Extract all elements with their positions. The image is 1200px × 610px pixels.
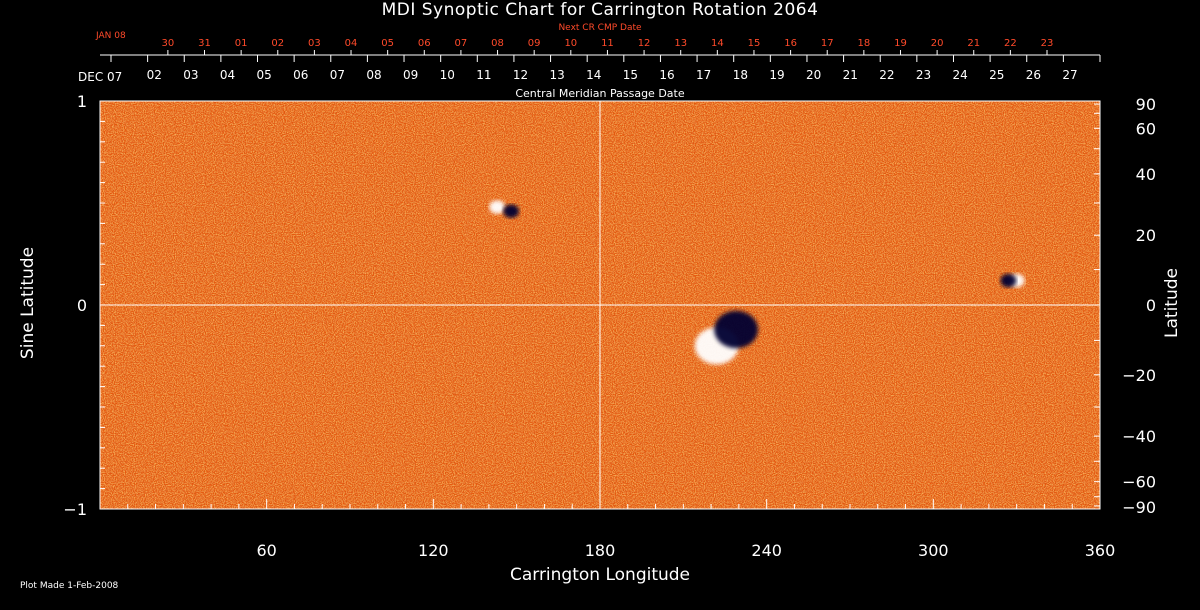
next-cr-date-label: 02 — [271, 38, 284, 49]
x-tick-label: 300 — [918, 541, 949, 560]
next-cr-date-label: 18 — [857, 38, 870, 49]
next-cr-date-label: 13 — [674, 38, 687, 49]
cmp-date-label: 27 — [1062, 68, 1077, 82]
cmp-date-label: 21 — [843, 68, 858, 82]
cmp-date-label: 05 — [256, 68, 271, 82]
next-cr-date-label: 23 — [1041, 38, 1054, 49]
cmp-date-label: 13 — [550, 68, 565, 82]
cmp-date-label: 18 — [733, 68, 748, 82]
next-cr-date-label: 19 — [894, 38, 907, 49]
lat-tick-label: 40 — [1136, 165, 1156, 184]
y-axis-label: Sine Latitude — [18, 246, 38, 360]
lat-tick-label: 60 — [1136, 119, 1156, 138]
next-cr-label: Next CR CMP Date — [558, 23, 642, 33]
cmp-date-label: 11 — [476, 68, 491, 82]
next-cr-date-label: 15 — [748, 38, 761, 49]
next-cr-date-label: 01 — [235, 38, 248, 49]
cmp-date-label: 08 — [366, 68, 381, 82]
y-tick-label: 0 — [77, 296, 87, 315]
next-cr-date-label: 09 — [528, 38, 541, 49]
cmp-date-label: 20 — [806, 68, 821, 82]
cmp-date-label: 03 — [183, 68, 198, 82]
axes: 60 120 180 240 300 36010−1906040200−20−40−60−… — [63, 38, 1156, 560]
next-cr-date-label: 12 — [638, 38, 651, 49]
next-cr-date-label: 21 — [967, 38, 980, 49]
next-cr-date-label: 06 — [418, 38, 431, 49]
next-cr-date-label: 05 — [381, 38, 394, 49]
plot-made-label: Plot Made 1-Feb-2008 — [20, 581, 119, 591]
cmp-date-label: 12 — [513, 68, 528, 82]
lat-tick-label: −60 — [1122, 473, 1156, 492]
top-axis-start-label: DEC 07 — [78, 70, 123, 84]
cmp-date-label: 16 — [659, 68, 674, 82]
cmp-date-label: 04 — [220, 68, 235, 82]
next-cr-date-label: 30 — [162, 38, 175, 49]
cmp-date-label: 14 — [586, 68, 601, 82]
active-region-negative — [1000, 273, 1017, 288]
top-axis-label: Central Meridian Passage Date — [515, 87, 685, 100]
next-cr-date-label: 17 — [821, 38, 834, 49]
lat-tick-label: −40 — [1122, 427, 1156, 446]
cmp-date-label: 26 — [1026, 68, 1041, 82]
next-cr-date-label: 16 — [784, 38, 797, 49]
y-axis-label-right: Latitude — [1162, 268, 1182, 338]
cmp-date-label: 25 — [989, 68, 1004, 82]
x-tick-label: 240 — [751, 541, 782, 560]
y-tick-label: −1 — [63, 500, 87, 519]
lat-tick-label: 0 — [1146, 296, 1156, 315]
next-cr-date-label: 03 — [308, 38, 321, 49]
lat-tick-label: −20 — [1122, 366, 1156, 385]
lat-tick-label: 90 — [1136, 95, 1156, 114]
next-cr-start-label: JAN 08 — [96, 31, 126, 41]
lat-tick-label: −90 — [1122, 498, 1156, 517]
cmp-date-label: 19 — [769, 68, 784, 82]
x-tick-label: 360 — [1085, 541, 1116, 560]
next-cr-date-label: 07 — [455, 38, 468, 49]
x-tick-label: 60 — [256, 541, 276, 560]
cmp-date-label: 09 — [403, 68, 418, 82]
active-region-negative — [503, 204, 520, 218]
next-cr-date-label: 14 — [711, 38, 724, 49]
cmp-date-label: 07 — [330, 68, 345, 82]
next-cr-date-label: 22 — [1004, 38, 1017, 49]
next-cr-date-label: 31 — [198, 38, 211, 49]
cmp-date-label: 06 — [293, 68, 308, 82]
y-tick-label: 1 — [77, 92, 87, 111]
active-region-negative — [714, 310, 759, 349]
cmp-date-label: 24 — [952, 68, 967, 82]
chart-title: MDI Synoptic Chart for Carrington Rotati… — [381, 0, 819, 20]
cmp-date-label: 17 — [696, 68, 711, 82]
x-axis-label: Carrington Longitude — [509, 565, 691, 585]
next-cr-date-label: 20 — [931, 38, 944, 49]
next-cr-date-label: 08 — [491, 38, 504, 49]
next-cr-date-label: 04 — [345, 38, 358, 49]
next-cr-date-label: 10 — [564, 38, 577, 49]
cmp-date-label: 02 — [147, 68, 162, 82]
cmp-date-label: 10 — [440, 68, 455, 82]
cmp-date-label: 23 — [916, 68, 931, 82]
next-cr-date-label: 11 — [601, 38, 614, 49]
lat-tick-label: 20 — [1136, 226, 1156, 245]
x-tick-label: 120 — [418, 541, 449, 560]
x-tick-label: 180 — [585, 541, 616, 560]
cmp-date-label: 15 — [623, 68, 638, 82]
active-regions — [489, 200, 1025, 365]
cmp-date-label: 22 — [879, 68, 894, 82]
active-region-positive — [489, 200, 506, 214]
